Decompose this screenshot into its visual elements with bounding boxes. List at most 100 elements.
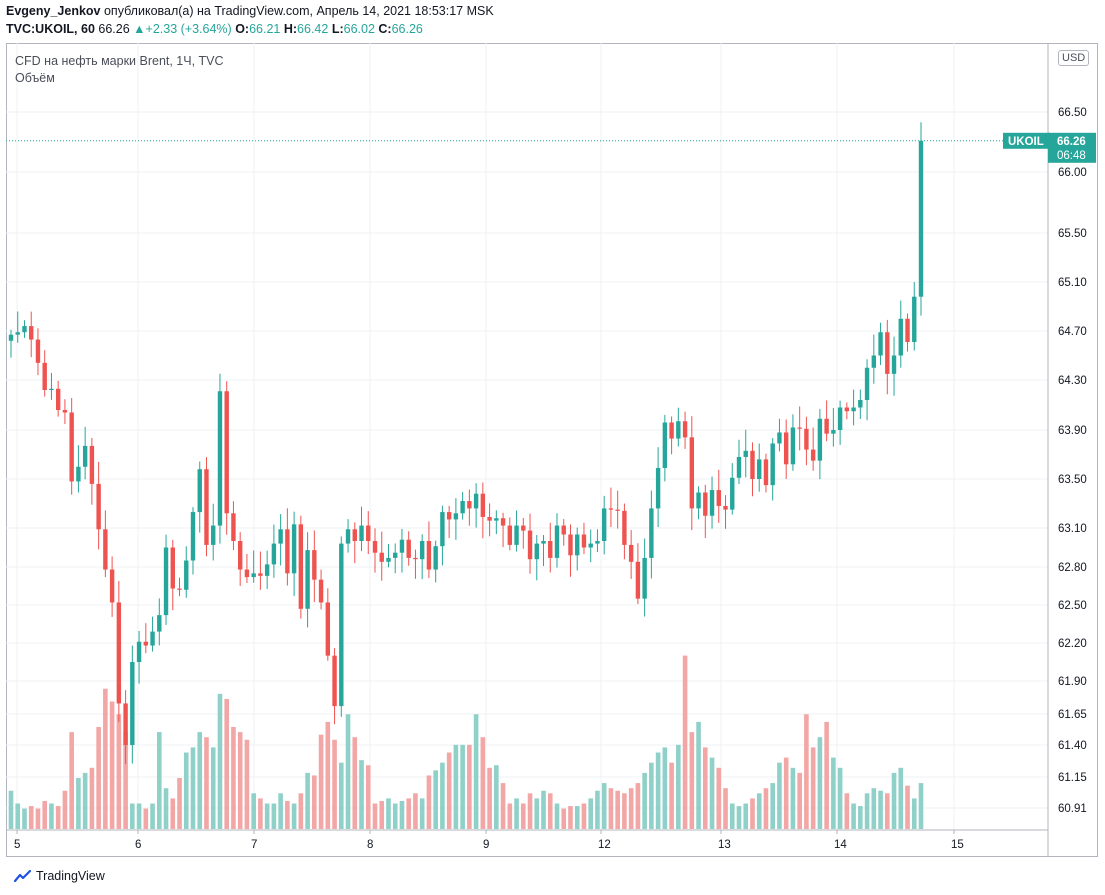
volume-bar [649,762,654,829]
volume-bar [291,803,297,829]
candle-body [831,430,836,434]
volume-bar [905,785,910,829]
last-price-tag [1048,132,1096,163]
candle-body [851,407,856,412]
tradingview-brand-text: TradingView [36,869,105,883]
candle-body [29,326,34,340]
candle-body [177,588,182,590]
price-tick-label: 61.15 [1058,772,1087,784]
volume-bar [480,737,486,829]
candle-body [730,477,735,510]
candle-body [750,450,755,479]
price-tick-label: 64.70 [1058,326,1087,338]
time-axis-ticks: 5 6 7 8 9 12 13 14 15 [14,830,964,851]
candle-body [810,449,816,461]
candle-body [258,573,263,576]
price-tick-label: 62.20 [1058,638,1087,650]
time-tick-label: 7 [251,839,257,851]
time-tick-label: 6 [135,839,141,851]
volume-bar [696,721,701,829]
volume-bar [204,737,209,829]
series-legend-title[interactable]: CFD на нефть марки Brent, 1Ч, TVC [15,54,224,68]
author-name[interactable]: Evgeny_Jenkov [6,4,101,18]
volume-bar [878,790,883,829]
open-value: 66.21 [249,22,281,36]
candle-body [608,508,614,510]
volume-bar [338,762,344,829]
volume-bar [547,793,553,829]
candle-body [534,543,539,560]
candle-body [891,355,897,374]
currency-button[interactable]: USD [1058,50,1090,66]
candle-body [170,547,175,589]
candle-body [655,467,661,509]
candle-body [554,525,560,558]
volume-bar [28,806,34,829]
last-price-marker: UKOIL 66.26 06:48 [6,132,1096,163]
volume-bar [561,808,567,829]
high-value: 66.42 [297,22,329,36]
volume-bar [426,775,432,829]
volume-bar [595,790,600,829]
volume-bar [278,793,283,829]
volume-bar [662,747,668,829]
volume-bar [150,803,155,829]
volume-bar [109,701,115,829]
candle-body [366,525,371,541]
volume-bar [601,783,607,829]
candle-body [723,505,728,510]
candle-body [716,490,721,506]
symbol-ohlc-line: TVC:UKOIL, 60 66.26 ▲+2.33 (+3.64%) O:66… [6,22,423,36]
candle-body [103,529,108,570]
volume-bar [386,798,391,829]
volume-bar [35,808,41,829]
candle-body [601,508,607,541]
candle-body [332,655,337,707]
candle-body [291,524,297,574]
volume-bar [406,798,412,829]
volume-bar [237,732,243,829]
candle-body [386,557,391,562]
candle-body [453,513,459,520]
change-triangle-icon: ▲ [133,22,146,36]
volume-bar [574,806,580,829]
volume-bar [271,803,277,829]
change-value: +2.33 (+3.64%) [145,22,232,36]
volume-bar [69,732,74,829]
symbol-interval: TVC:UKOIL, 60 [6,22,95,36]
volume-bar [440,762,445,829]
volume-bar [170,798,176,829]
candle-body [413,557,418,560]
candle-body [507,525,513,545]
candle-body [898,318,903,356]
volume-bar [635,783,641,829]
volume-bar [359,760,364,829]
volume-bar [520,803,526,829]
close-label: C: [378,22,392,36]
volume-bars [8,655,924,829]
candle-body [703,492,708,516]
volume-bar [676,744,681,829]
volume-bar [554,803,560,829]
volume-legend-title[interactable]: Объём [15,71,55,85]
volume-bar [770,783,776,829]
low-label: L: [331,22,344,36]
volume-bar [507,803,513,829]
candle-body [763,459,769,486]
time-tick-label: 12 [598,839,611,851]
chart-pane-frame [6,43,1098,857]
price-tick-label: 66.00 [1058,167,1087,179]
volume-bar [494,765,499,829]
candle-body [783,432,789,465]
candle-body [487,516,492,521]
candle-body [575,534,580,556]
volume-bar [858,806,863,829]
candle-body [339,543,344,707]
candle-body [736,456,742,478]
volume-bar [258,798,263,829]
candle-body [635,561,641,599]
candle-body [62,410,68,413]
volume-bar [217,693,223,829]
footer-brand[interactable]: TradingView [14,869,105,883]
